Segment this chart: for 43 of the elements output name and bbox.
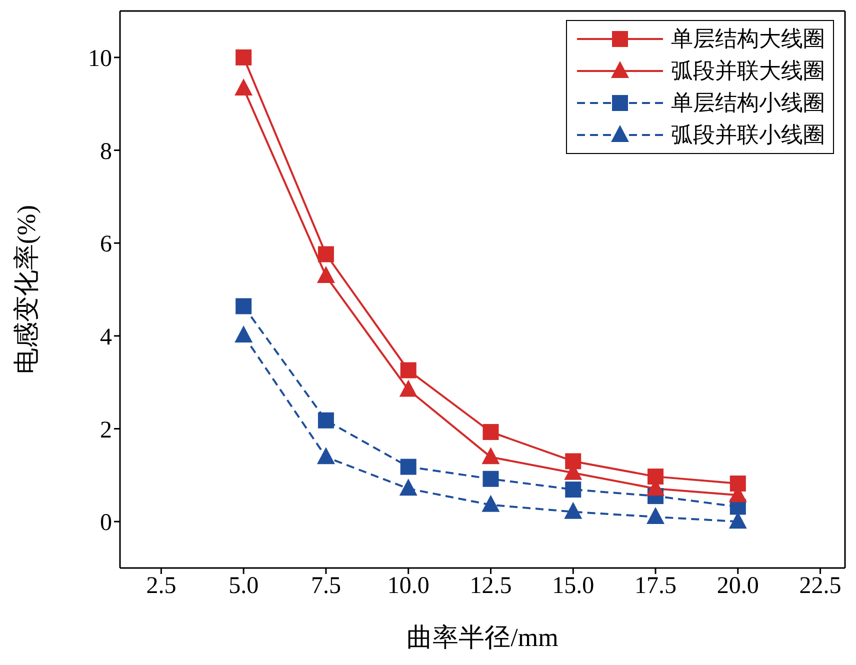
point: [400, 362, 416, 378]
point: [564, 502, 582, 519]
point: [648, 468, 664, 485]
point: [234, 78, 253, 96]
x-tick-label: 17.5: [634, 573, 677, 600]
x-tick-label: 2.5: [146, 573, 176, 600]
y-tick-label: 10: [88, 46, 112, 72]
point: [482, 424, 499, 440]
legend-label: 单层结构小线圈: [671, 89, 825, 117]
point: [730, 476, 746, 492]
x-tick-label: 15.0: [552, 573, 594, 600]
point: [316, 447, 335, 464]
legend-label: 弧段并联大线圈: [671, 57, 825, 85]
y-axis-title: 电感变化率(%): [12, 205, 42, 374]
point: [234, 325, 253, 342]
x-tick-label: 20.0: [716, 573, 759, 600]
point: [646, 506, 665, 524]
point: [400, 458, 416, 475]
y-tick-label: 4: [100, 324, 112, 350]
legend-label: 单层结构大线圈: [671, 25, 825, 53]
point: [318, 246, 334, 262]
point: [399, 380, 418, 397]
x-axis-title: 曲率半径/mm: [406, 623, 558, 652]
point: [399, 478, 418, 496]
y-tick-label: 0: [100, 510, 112, 536]
x-tick-label: 10.0: [387, 573, 430, 600]
y-tick-label: 2: [100, 417, 112, 444]
point: [482, 494, 500, 512]
legend-label: 弧段并联小线圈: [671, 121, 825, 149]
point: [482, 447, 500, 464]
point: [565, 482, 582, 498]
point: [316, 266, 335, 284]
point: [236, 49, 252, 66]
y-tick-label: 8: [100, 138, 112, 165]
y-tick-label: 6: [100, 232, 112, 258]
point: [318, 412, 334, 428]
x-tick-label: 22.5: [799, 573, 842, 600]
point: [565, 453, 582, 470]
point: [482, 470, 499, 487]
x-tick-label: 12.5: [470, 573, 512, 600]
x-tick-label: 7.5: [310, 573, 341, 600]
x-tick-label: 5.0: [228, 573, 259, 600]
point: [236, 298, 252, 314]
